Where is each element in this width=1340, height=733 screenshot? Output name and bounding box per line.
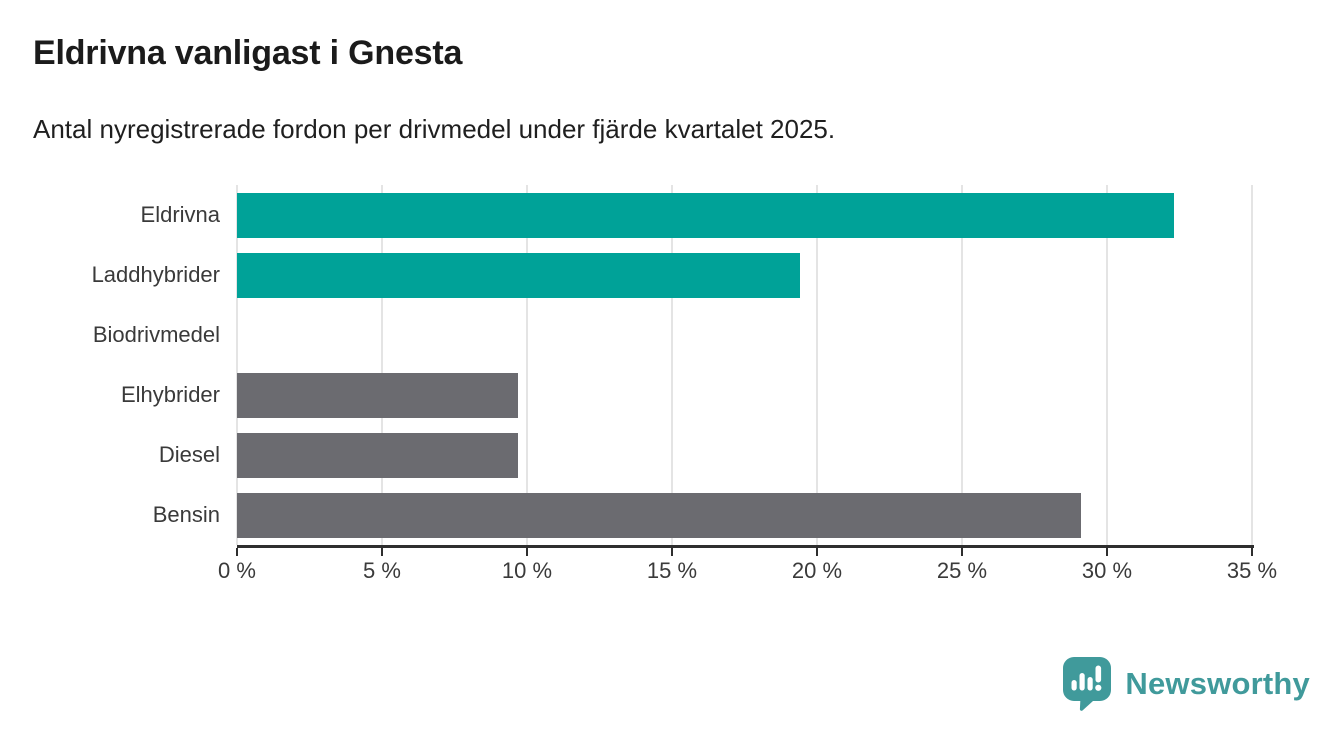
- category-label: Bensin: [152, 502, 220, 527]
- chart-row: Eldrivna: [0, 185, 1340, 245]
- chart-row: Bensin: [0, 485, 1340, 545]
- chart-row: Laddhybrider: [0, 245, 1340, 305]
- x-tick-label: 35 %: [1226, 558, 1278, 583]
- bar-track: [237, 252, 1252, 298]
- newsworthy-logo: Newsworthy: [1062, 656, 1310, 712]
- bar-track: [237, 192, 1252, 238]
- chart-rows: Eldrivna Laddhybrider Biodrivmedel Elhybrid…: [0, 185, 1340, 545]
- x-tick-label: 30 %: [1081, 558, 1133, 583]
- x-axis-ticks: 0 % 5 % 10 % 15 % 20 % 25 % 30 % 35 %: [218, 548, 1277, 588]
- category-label: Diesel: [158, 442, 220, 467]
- x-tick-label: 20 %: [791, 558, 843, 583]
- bar-track: [237, 313, 1252, 358]
- x-tick-label: 0 %: [218, 558, 256, 583]
- chart-row: Diesel: [0, 425, 1340, 485]
- bar-chart-plot: Eldrivna Laddhybrider Biodrivmedel Elhybrid…: [0, 185, 1340, 545]
- x-tick: [381, 548, 383, 556]
- x-tick: [1251, 548, 1253, 556]
- bar: [237, 252, 800, 298]
- bar: [237, 492, 1081, 538]
- x-tick: [671, 548, 673, 556]
- gridline: [671, 185, 673, 545]
- x-tick: [236, 548, 238, 556]
- gridline: [236, 185, 238, 545]
- chart-row: Biodrivmedel: [0, 305, 1340, 365]
- category-label: Laddhybrider: [91, 262, 220, 287]
- chart-subtitle: Antal nyregistrerade fordon per drivmede…: [33, 114, 836, 144]
- category-label: Eldrivna: [140, 202, 220, 227]
- gridline: [961, 185, 963, 545]
- x-tick: [526, 548, 528, 556]
- category-label: Biodrivmedel: [92, 322, 220, 347]
- gridline: [1106, 185, 1108, 545]
- bar: [237, 372, 519, 418]
- gridline: [816, 185, 818, 545]
- category-label: Elhybrider: [120, 382, 220, 407]
- bar-track: [237, 492, 1252, 538]
- x-axis-line: [237, 545, 1254, 548]
- chart-row: Elhybrider: [0, 365, 1340, 425]
- gridlines: [236, 185, 1253, 545]
- bar-track: [237, 372, 1252, 418]
- x-tick-label: 25 %: [936, 558, 988, 583]
- newsworthy-logo-text: Newsworthy: [1125, 666, 1310, 701]
- bar-track: [237, 432, 1252, 478]
- x-tick-label: 5 %: [363, 558, 401, 583]
- x-tick-label: 10 %: [501, 558, 553, 583]
- gridline: [1251, 185, 1253, 545]
- newsworthy-logo-icon: [1062, 656, 1112, 712]
- bar: [237, 432, 519, 478]
- x-tick: [816, 548, 818, 556]
- chart-title: Eldrivna vanligast i Gnesta: [33, 34, 463, 72]
- x-tick-label: 15 %: [646, 558, 698, 583]
- x-tick: [961, 548, 963, 556]
- gridline: [526, 185, 528, 545]
- bar: [237, 192, 1174, 238]
- gridline: [381, 185, 383, 545]
- x-tick: [1106, 548, 1108, 556]
